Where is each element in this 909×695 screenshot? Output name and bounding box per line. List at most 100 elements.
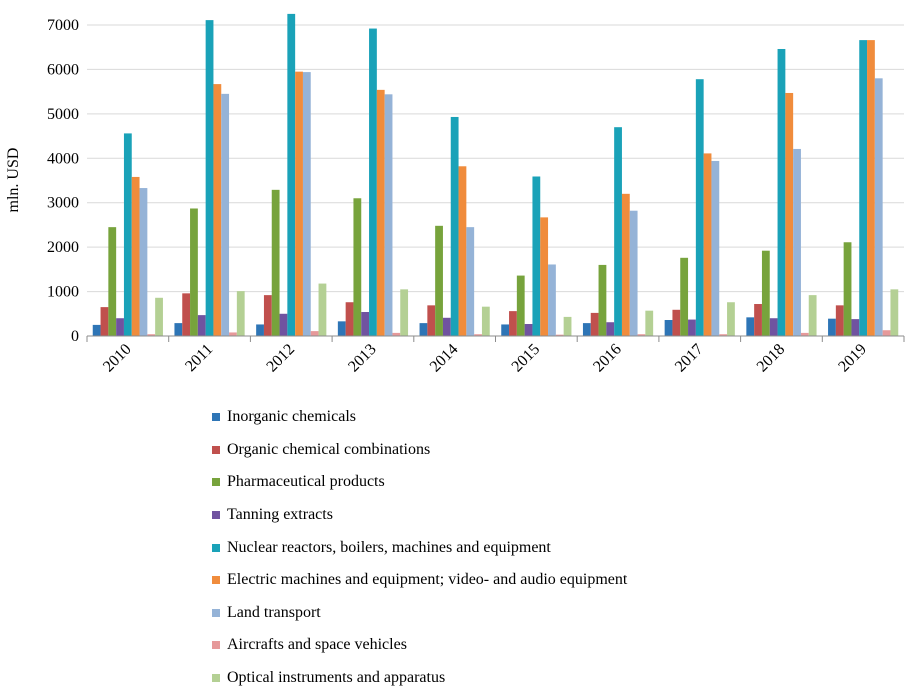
bar <box>727 302 735 336</box>
x-tick-label: 2019 <box>835 341 870 376</box>
x-axis: 2010 2011 2012 2013 2014 2015 2016 2017 2018 2019 <box>86 335 905 376</box>
y-tick-label: 6000 <box>47 61 79 78</box>
bar <box>532 176 541 336</box>
bar <box>310 331 319 336</box>
legend-label: Organic chemical combinations <box>227 440 431 458</box>
bar <box>540 217 549 336</box>
bar <box>384 94 393 337</box>
bar <box>867 40 875 336</box>
legend-item: Aircrafts and space vehicles <box>212 629 627 662</box>
bar <box>629 210 638 336</box>
bar <box>711 160 720 336</box>
bar <box>174 323 183 336</box>
bars <box>92 13 899 337</box>
bar <box>108 227 117 336</box>
legend-label: Electric machines and equipment; video- … <box>227 571 628 589</box>
bar <box>92 324 101 336</box>
legend-item: Land transport <box>212 597 627 630</box>
bar <box>606 322 615 336</box>
bar <box>695 79 704 337</box>
legend-swatch <box>212 445 220 454</box>
bar <box>859 40 868 336</box>
bar <box>754 304 762 336</box>
x-tick-label: 2018 <box>754 341 789 376</box>
legend-item: Nuclear reactors, boilers, machines and … <box>212 531 627 564</box>
bar <box>361 312 370 336</box>
legend-item: Organic chemical combinations <box>212 434 627 467</box>
bar <box>302 72 311 336</box>
bar <box>100 307 109 336</box>
bar <box>890 289 899 336</box>
legend-item: Tanning extracts <box>212 499 627 532</box>
bar <box>392 332 401 336</box>
bar <box>442 317 451 336</box>
bar <box>419 323 428 336</box>
bar <box>376 89 385 336</box>
bar <box>563 316 572 336</box>
bar <box>123 133 132 336</box>
bar <box>205 20 214 337</box>
bar <box>155 297 163 336</box>
legend-label: Tanning extracts <box>227 506 333 524</box>
bar <box>637 334 646 336</box>
bar <box>548 264 556 336</box>
x-tick-label: 2014 <box>427 341 462 376</box>
bar <box>645 310 654 336</box>
bar <box>131 176 140 336</box>
bar <box>516 275 525 336</box>
legend-swatch <box>212 641 220 650</box>
x-tick-label: 2016 <box>590 341 625 376</box>
bar <box>808 295 817 336</box>
bar <box>828 318 836 336</box>
legend-swatch <box>212 674 220 683</box>
bar <box>761 250 770 336</box>
bar <box>688 319 696 336</box>
bar <box>295 71 303 337</box>
bar <box>213 84 222 336</box>
y-axis-label: mln. USD <box>5 148 22 213</box>
bar <box>793 148 801 336</box>
legend-label: Aircrafts and space vehicles <box>227 636 407 654</box>
legend-swatch <box>212 511 220 520</box>
bar <box>427 305 436 336</box>
legend-swatch <box>212 413 220 422</box>
bar <box>197 315 206 336</box>
y-tick-label: 0 <box>71 328 79 345</box>
bar <box>474 334 482 336</box>
bar <box>229 332 237 336</box>
y-axis: 0 1000 2000 3000 4000 5000 6000 7000 <box>47 17 79 345</box>
x-tick-label: 2017 <box>672 341 707 376</box>
x-tick-label: 2012 <box>263 341 298 376</box>
legend: Inorganic chemicals Organic chemical comb… <box>212 401 627 694</box>
bar <box>337 321 346 336</box>
bar <box>501 324 510 336</box>
legend-label: Optical instruments and apparatus <box>227 669 446 687</box>
y-tick-label: 1000 <box>47 284 79 301</box>
bar <box>614 127 622 336</box>
bar <box>271 189 280 336</box>
bar <box>719 334 728 336</box>
bar <box>318 283 327 336</box>
legend-label: Nuclear reactors, boilers, machines and … <box>227 538 551 556</box>
legend-swatch <box>212 478 220 487</box>
bar <box>509 311 517 336</box>
x-tick-label: 2015 <box>509 341 544 376</box>
bar <box>582 323 591 336</box>
bar <box>590 312 599 336</box>
bar <box>769 318 778 336</box>
bar <box>555 334 564 336</box>
bar <box>598 264 607 336</box>
bar <box>458 166 467 336</box>
bar <box>182 293 191 336</box>
bar <box>236 291 245 336</box>
bar <box>279 313 288 336</box>
legend-swatch <box>212 608 220 617</box>
y-tick-label: 3000 <box>47 195 79 212</box>
bar <box>139 188 148 336</box>
bar <box>287 13 296 337</box>
bar <box>400 289 409 336</box>
legend-swatch <box>212 543 220 552</box>
bar <box>882 330 891 336</box>
bar <box>116 318 124 336</box>
x-tick-label: 2010 <box>100 341 135 376</box>
